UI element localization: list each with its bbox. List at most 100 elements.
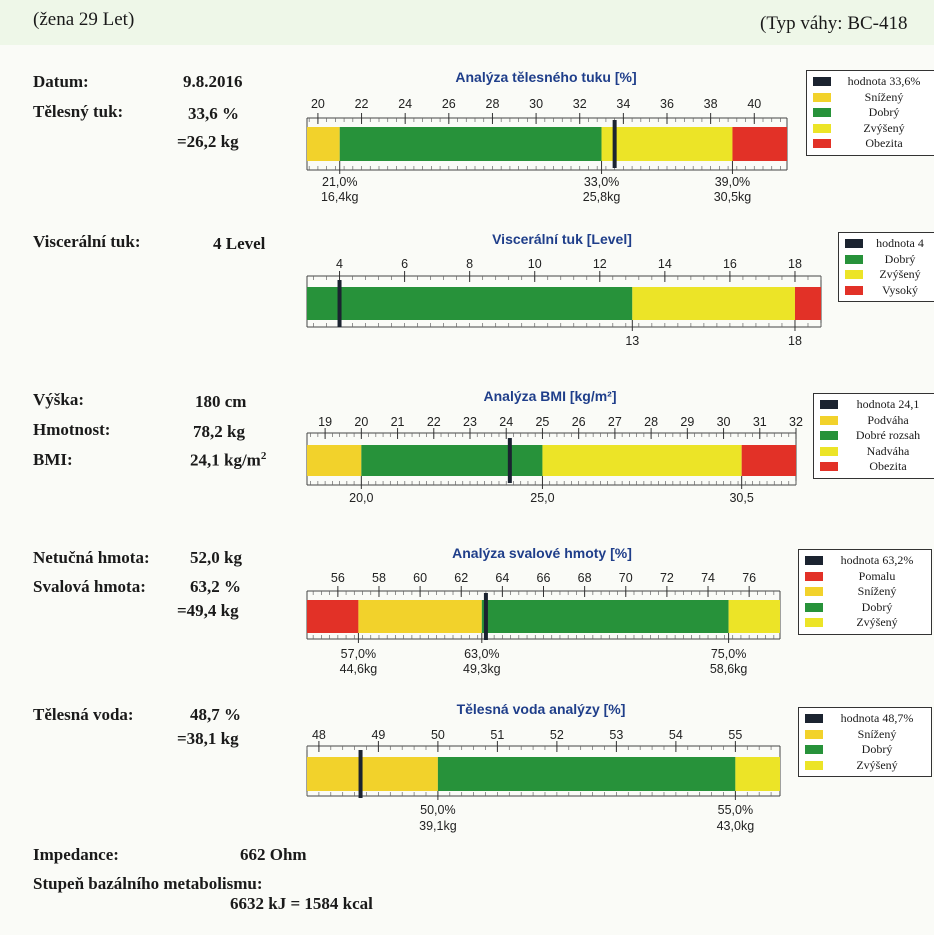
legend-swatch	[820, 462, 838, 472]
tick-label: 40	[747, 97, 761, 111]
bar-segment	[481, 600, 729, 633]
tick-label: 4	[336, 257, 343, 271]
legend-swatch	[805, 602, 823, 612]
legend-swatch	[805, 587, 823, 597]
legend-swatch	[845, 239, 863, 249]
threshold-label: 18	[788, 334, 802, 348]
bar-segment	[728, 600, 780, 633]
legend-swatch	[805, 571, 823, 581]
legend-swatch	[805, 745, 823, 755]
legend-label: Nadváha	[866, 443, 910, 458]
water-chart-title: Tělesná voda analýzy [%]	[456, 701, 626, 717]
tick-label: 60	[413, 571, 427, 585]
muscle-legend: hodnota 63,2% Pomalu Snížený Dobrý Zvýšený	[798, 549, 932, 635]
legend-item: hodnota 63,2%	[805, 553, 925, 569]
legend-swatch	[820, 431, 838, 441]
water-label: Tělesná voda:	[33, 705, 134, 724]
value-marker	[612, 120, 617, 168]
fat-value: 33,6 %	[188, 104, 239, 123]
bar-segment	[741, 445, 796, 476]
legend-label: Dobrý	[861, 599, 893, 614]
legend-label: Zvýšený	[856, 615, 898, 630]
legend-item: Obezita	[820, 459, 932, 475]
bar-segment	[307, 600, 359, 633]
water-legend: hodnota 48,7% Snížený Dobrý Zvýšený	[798, 707, 932, 777]
tick-label: 50	[431, 728, 445, 742]
legend-item: hodnota 48,7%	[805, 711, 925, 727]
tick-label: 12	[593, 257, 607, 271]
legend-label: Pomalu	[858, 568, 896, 583]
legend-swatch	[813, 123, 831, 133]
threshold-label: 63,0%	[464, 647, 499, 661]
legend-item: Vysoký	[845, 283, 931, 299]
legend-item: Dobrý	[845, 252, 931, 268]
tick-label: 26	[572, 415, 586, 429]
value-marker	[483, 593, 488, 640]
threshold-label: 55,0%	[718, 803, 753, 817]
lean-mass-value: 52,0 kg	[190, 548, 242, 567]
legend-label: Dobrý	[861, 742, 893, 757]
tick-label: 21	[391, 415, 405, 429]
legend-item: hodnota 33,6%	[813, 74, 931, 90]
tick-label: 24	[398, 97, 412, 111]
threshold-label: 33,0%	[584, 175, 619, 189]
tick-label: 38	[704, 97, 718, 111]
tick-label: 22	[427, 415, 441, 429]
bar-segment	[361, 445, 543, 476]
legend-item: Zvýšený	[805, 758, 925, 774]
tick-label: 34	[616, 97, 630, 111]
bmr-value: 6632 kJ = 1584 kcal	[230, 894, 373, 913]
threshold-label: 39,0%	[715, 175, 750, 189]
tick-label: 76	[742, 571, 756, 585]
tick-label: 10	[528, 257, 542, 271]
tick-label: 66	[537, 571, 551, 585]
weight-value: 78,2 kg	[193, 422, 245, 441]
water-value: 48,7 %	[190, 705, 241, 724]
bmi-label: BMI:	[33, 450, 73, 469]
legend-item: Dobré rozsah	[820, 428, 932, 444]
datum-value: 9.8.2016	[183, 72, 243, 91]
tick-label: 62	[454, 571, 468, 585]
tick-label: 23	[463, 415, 477, 429]
legend-label: Snížený	[864, 89, 904, 104]
bar-segment	[307, 287, 633, 320]
tick-label: 24	[499, 415, 513, 429]
visceral-chart-title: Viscerální tuk [Level]	[492, 231, 632, 247]
impedance-label: Impedance:	[33, 845, 119, 864]
legend-swatch	[820, 415, 838, 425]
legend-label: hodnota 4	[876, 236, 924, 251]
tick-label: 27	[608, 415, 622, 429]
legend-item: Zvýšený	[805, 615, 925, 631]
bmi-value: 24,1 kg/m2	[190, 450, 267, 470]
fat-chart-title: Analýza tělesného tuku [%]	[455, 69, 637, 85]
legend-label: Zvýšený	[879, 267, 921, 282]
tick-label: 52	[550, 728, 564, 742]
fat-label: Tělesný tuk:	[33, 102, 124, 121]
tick-label: 31	[753, 415, 767, 429]
bar-segment	[794, 287, 821, 320]
bmi-chart-title: Analýza BMI [kg/m²]	[483, 388, 617, 404]
legend-item: Pomalu	[805, 569, 925, 585]
tick-label: 16	[723, 257, 737, 271]
legend-swatch	[820, 400, 838, 410]
tick-label: 28	[644, 415, 658, 429]
height-label: Výška:	[33, 390, 85, 409]
bar-segment	[542, 445, 742, 476]
muscle-chart-title: Analýza svalové hmoty [%]	[452, 545, 632, 561]
threshold-label: 20,0	[349, 491, 373, 505]
tick-label: 20	[354, 415, 368, 429]
legend-label: Snížený	[857, 584, 897, 599]
threshold-label-kg: 44,6kg	[340, 662, 378, 676]
legend-label: hodnota 48,7%	[840, 711, 914, 726]
tick-label: 49	[371, 728, 385, 742]
tick-label: 51	[490, 728, 504, 742]
legend-item: Nadváha	[820, 444, 932, 460]
legend-label: Zvýšený	[863, 120, 905, 135]
muscle-mass-kg: =49,4 kg	[177, 601, 239, 620]
header-strip	[0, 0, 934, 45]
tick-label: 6	[401, 257, 408, 271]
bar-segment	[307, 445, 362, 476]
tick-label: 74	[701, 571, 715, 585]
legend-label: Dobrý	[884, 251, 916, 266]
legend-swatch	[813, 108, 831, 118]
